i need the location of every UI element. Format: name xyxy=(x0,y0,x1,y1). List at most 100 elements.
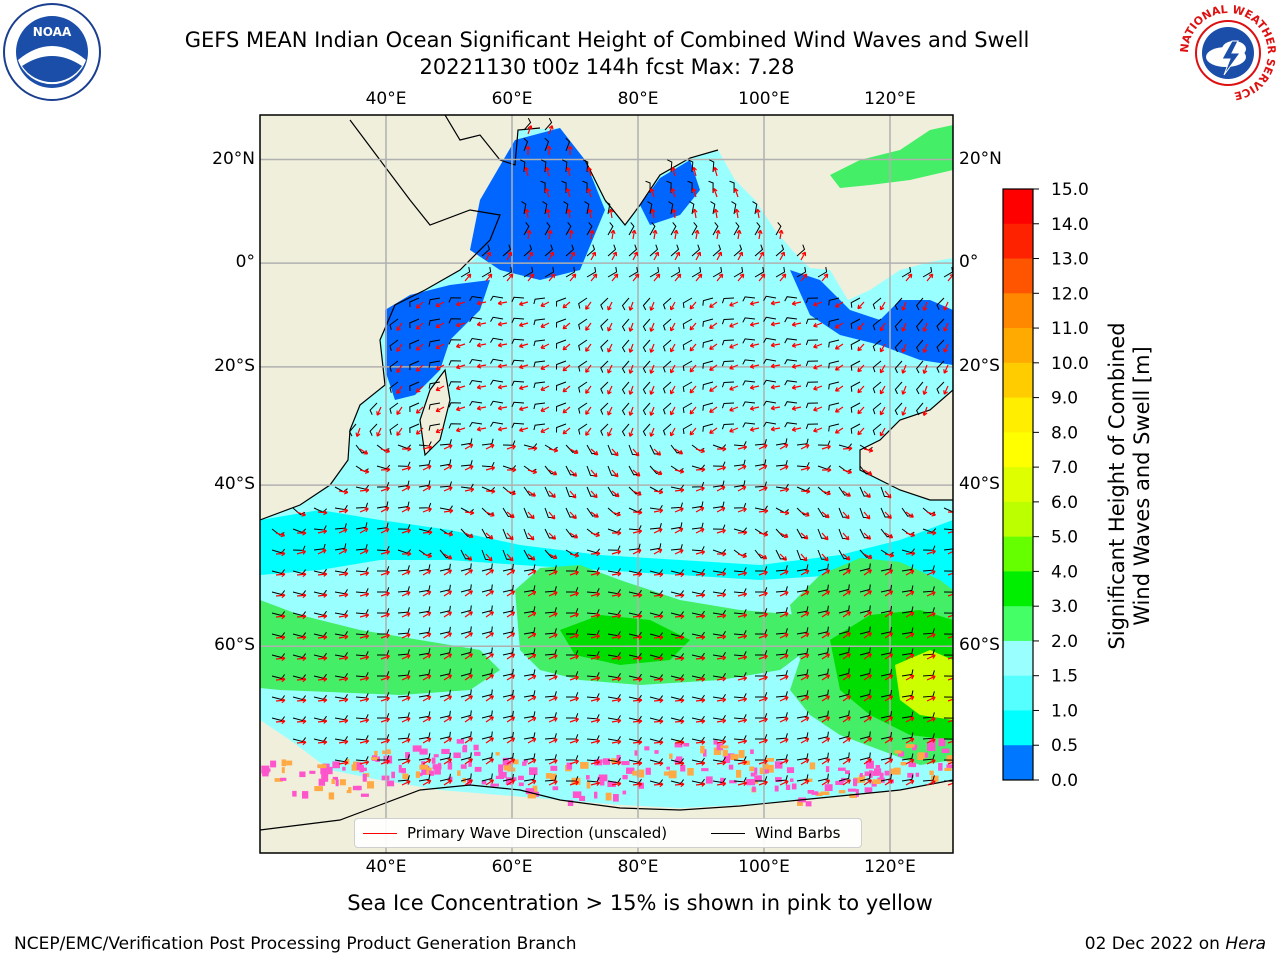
wind-barb xyxy=(649,244,659,257)
wind-barb xyxy=(565,222,572,236)
wind-barb xyxy=(409,339,420,350)
wind-barb xyxy=(817,752,829,761)
wind-barb xyxy=(523,507,533,518)
wave-arrow xyxy=(296,549,307,555)
sea-ice-speck xyxy=(853,778,858,787)
wave-arrow xyxy=(338,760,349,766)
wave-arrow xyxy=(464,553,473,561)
wave-arrow xyxy=(842,674,851,681)
wave-arrow xyxy=(691,166,697,177)
wave-arrow xyxy=(758,591,768,597)
wind-barb xyxy=(850,339,861,350)
wind-barb xyxy=(502,731,514,740)
sea-ice-speck xyxy=(785,784,791,790)
colorbar-swatch xyxy=(1003,745,1033,781)
wind-barb xyxy=(817,689,829,698)
wind-barb xyxy=(668,201,674,215)
wave-arrow xyxy=(443,611,453,618)
wind-barb xyxy=(292,632,307,638)
wind-barb xyxy=(523,266,534,278)
wind-barb xyxy=(397,712,410,719)
wind-barb xyxy=(502,689,514,698)
wind-barb xyxy=(943,780,953,782)
wave-arrow xyxy=(632,469,641,477)
sea-ice-speck xyxy=(859,773,863,777)
wind-barb xyxy=(775,565,788,572)
wave-arrow xyxy=(813,385,823,391)
wind-barb xyxy=(943,528,953,531)
wave-arrow xyxy=(631,229,637,240)
sea-ice-speck xyxy=(927,743,936,751)
wind-barb xyxy=(838,647,850,656)
wind-barb xyxy=(784,359,798,365)
wave-arrow xyxy=(485,737,494,744)
colorbar-swatch xyxy=(1003,258,1033,294)
lat-tick-left: 0° xyxy=(235,252,255,273)
wind-barb xyxy=(838,731,850,740)
sea-ice-speck xyxy=(713,740,718,745)
wave-arrow xyxy=(569,273,577,282)
wave-arrow xyxy=(611,676,622,682)
wave-arrow xyxy=(857,385,865,394)
wave-arrow xyxy=(758,464,768,471)
sea-ice-speck xyxy=(314,786,323,792)
wave-arrow xyxy=(674,718,685,725)
wave-arrow xyxy=(689,427,697,436)
wave-arrow xyxy=(737,553,748,559)
wind-barb xyxy=(418,711,431,719)
wave-arrow xyxy=(523,166,529,177)
wind-barb xyxy=(448,297,462,303)
wind-barb xyxy=(544,712,557,719)
sea-ice-speck xyxy=(511,777,517,781)
wave-arrow xyxy=(800,653,810,660)
wave-arrow xyxy=(590,273,598,282)
wave-arrow xyxy=(737,592,748,598)
coastline-antarctica xyxy=(260,779,953,831)
sea-ice-speck xyxy=(386,749,391,753)
wave-arrow xyxy=(716,273,724,282)
colorbar-tick-label: 10.0 xyxy=(1051,354,1089,374)
wind-barb xyxy=(936,339,945,352)
wave-arrow xyxy=(435,301,445,308)
wave-arrow xyxy=(415,343,424,351)
wind-barb xyxy=(409,423,420,434)
sea-ice-speck xyxy=(531,787,538,794)
sea-ice-speck xyxy=(490,783,499,787)
wind-barb xyxy=(894,318,903,332)
wave-arrow xyxy=(716,613,727,619)
wind-barb xyxy=(754,244,764,257)
wave-arrow xyxy=(791,405,802,411)
wave-arrow xyxy=(359,718,370,724)
wind-barb xyxy=(628,589,642,595)
wave-arrow xyxy=(548,532,557,540)
wave-arrow xyxy=(674,549,684,555)
sea-ice-speck xyxy=(907,772,914,778)
wave-arrow xyxy=(653,508,664,514)
wave-arrow xyxy=(610,229,616,240)
wave-arrow xyxy=(632,634,643,640)
wave-arrow xyxy=(670,188,676,198)
wind-barb xyxy=(544,244,554,257)
wind-barb xyxy=(523,117,532,131)
wave-arrow xyxy=(737,739,748,745)
wave-arrow xyxy=(905,590,915,597)
wave-arrow xyxy=(733,188,739,198)
wave-arrow xyxy=(506,674,516,681)
wind-barb xyxy=(649,716,664,722)
wind-barb xyxy=(523,648,536,656)
wave-arrow xyxy=(834,301,844,308)
sea-ice-speck xyxy=(481,780,487,785)
wave-arrow xyxy=(585,322,592,331)
wave-arrow xyxy=(569,552,580,558)
wind-barb xyxy=(533,402,546,410)
wave-arrow xyxy=(709,301,718,308)
wave-arrow xyxy=(863,611,872,618)
wind-barb xyxy=(691,757,705,763)
wind-barb xyxy=(439,439,452,446)
wave-arrow xyxy=(527,273,535,282)
wave-arrow xyxy=(689,364,697,373)
wave-arrow xyxy=(922,343,928,353)
wave-arrow xyxy=(778,229,784,240)
wind-barb xyxy=(271,590,286,596)
wave-arrow xyxy=(527,569,537,576)
